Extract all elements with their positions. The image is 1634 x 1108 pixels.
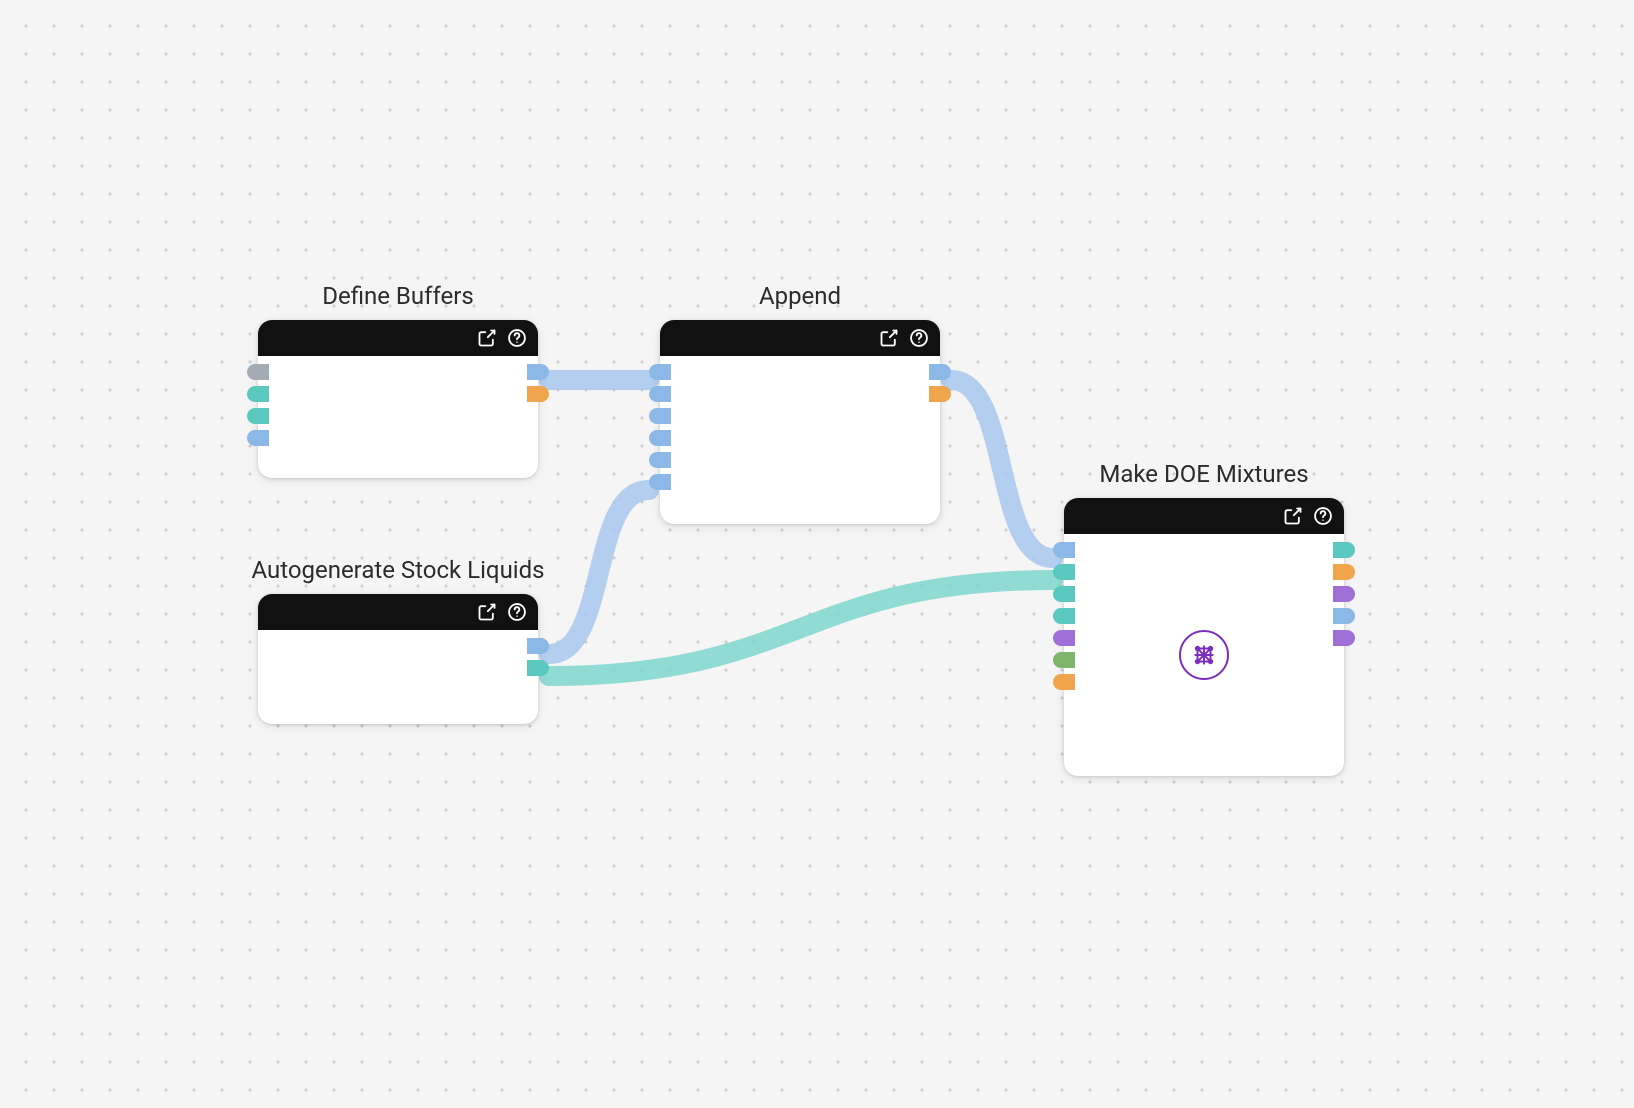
node-autogen-box[interactable]	[258, 594, 538, 724]
append-input-port-1[interactable]	[649, 386, 671, 402]
doe-output-port-3[interactable]	[1333, 608, 1355, 624]
node-append[interactable]: Append	[660, 282, 940, 524]
open-external-icon[interactable]	[476, 601, 498, 623]
help-icon[interactable]	[908, 327, 930, 349]
define_buffers-input-port-2[interactable]	[247, 408, 269, 424]
append-output-port-0[interactable]	[929, 364, 951, 380]
open-external-icon[interactable]	[1282, 505, 1304, 527]
append-input-port-4[interactable]	[649, 452, 671, 468]
node-define_buffers-box[interactable]	[258, 320, 538, 478]
append-input-port-0[interactable]	[649, 364, 671, 380]
define_buffers-input-port-0[interactable]	[247, 364, 269, 380]
node-define_buffers[interactable]: Define Buffers	[258, 282, 538, 478]
node-define_buffers-header	[258, 320, 538, 356]
doe-input-port-2[interactable]	[1053, 586, 1075, 602]
define_buffers-output-port-0[interactable]	[527, 364, 549, 380]
node-append-title: Append	[759, 282, 841, 310]
doe-input-port-5[interactable]	[1053, 652, 1075, 668]
help-icon[interactable]	[506, 601, 528, 623]
node-autogen-title: Autogenerate Stock Liquids	[251, 556, 544, 584]
define_buffers-input-port-3[interactable]	[247, 430, 269, 446]
node-append-box[interactable]	[660, 320, 940, 524]
edge-append-to-doe-2	[951, 380, 1053, 558]
doe-input-port-6[interactable]	[1053, 674, 1075, 690]
edge-autogen-to-doe-3	[549, 580, 1053, 676]
edges-layer	[0, 0, 1634, 1108]
node-doe[interactable]: Make DOE Mixtures	[1064, 460, 1344, 776]
define_buffers-input-port-1[interactable]	[247, 386, 269, 402]
node-autogen-header	[258, 594, 538, 630]
node-define_buffers-title: Define Buffers	[322, 282, 474, 310]
workflow-canvas[interactable]: Define Buffers Append Autogenerate Stock…	[0, 0, 1634, 1108]
network-icon	[1179, 630, 1229, 680]
edge-autogen-to-append-1	[549, 490, 649, 654]
doe-output-port-0[interactable]	[1333, 542, 1355, 558]
open-external-icon[interactable]	[878, 327, 900, 349]
append-input-port-3[interactable]	[649, 430, 671, 446]
autogen-output-port-1[interactable]	[527, 660, 549, 676]
append-input-port-5[interactable]	[649, 474, 671, 490]
append-output-port-1[interactable]	[929, 386, 951, 402]
node-append-header	[660, 320, 940, 356]
doe-input-port-4[interactable]	[1053, 630, 1075, 646]
node-doe-title: Make DOE Mixtures	[1099, 460, 1308, 488]
append-input-port-2[interactable]	[649, 408, 671, 424]
doe-input-port-1[interactable]	[1053, 564, 1075, 580]
open-external-icon[interactable]	[476, 327, 498, 349]
doe-input-port-3[interactable]	[1053, 608, 1075, 624]
node-autogen[interactable]: Autogenerate Stock Liquids	[258, 556, 538, 724]
node-doe-header	[1064, 498, 1344, 534]
define_buffers-output-port-1[interactable]	[527, 386, 549, 402]
node-doe-box[interactable]	[1064, 498, 1344, 776]
help-icon[interactable]	[506, 327, 528, 349]
doe-output-port-1[interactable]	[1333, 564, 1355, 580]
help-icon[interactable]	[1312, 505, 1334, 527]
doe-output-port-2[interactable]	[1333, 586, 1355, 602]
doe-input-port-0[interactable]	[1053, 542, 1075, 558]
autogen-output-port-0[interactable]	[527, 638, 549, 654]
doe-output-port-4[interactable]	[1333, 630, 1355, 646]
